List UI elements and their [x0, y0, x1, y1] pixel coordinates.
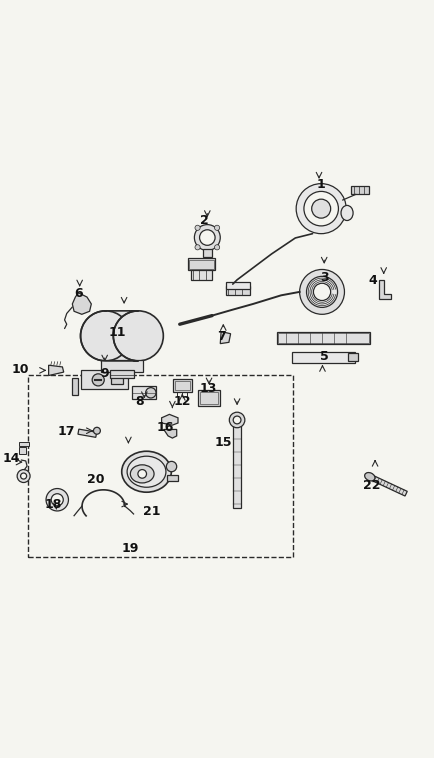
Circle shape — [81, 311, 131, 361]
Circle shape — [17, 469, 30, 483]
Polygon shape — [379, 280, 391, 299]
Circle shape — [195, 225, 200, 230]
Circle shape — [195, 245, 200, 250]
Polygon shape — [164, 430, 177, 438]
Circle shape — [200, 230, 215, 246]
Text: 10: 10 — [11, 363, 29, 376]
Bar — [19, 441, 29, 446]
Bar — [174, 381, 190, 390]
Bar — [189, 259, 214, 269]
Circle shape — [312, 199, 331, 218]
Text: 8: 8 — [135, 395, 144, 408]
Circle shape — [214, 225, 220, 230]
Circle shape — [92, 374, 104, 386]
Bar — [101, 359, 143, 371]
Circle shape — [233, 416, 241, 424]
Text: 12: 12 — [174, 395, 191, 408]
Text: 2: 2 — [201, 214, 209, 227]
Bar — [105, 311, 138, 361]
Polygon shape — [220, 331, 230, 343]
Bar — [349, 353, 358, 361]
Text: 5: 5 — [320, 349, 329, 362]
Circle shape — [20, 473, 26, 479]
Circle shape — [51, 493, 63, 506]
Text: 18: 18 — [44, 499, 62, 512]
Circle shape — [229, 412, 245, 428]
Circle shape — [194, 224, 220, 250]
Bar — [292, 352, 355, 362]
Circle shape — [138, 469, 147, 478]
Bar — [78, 429, 97, 437]
Circle shape — [306, 277, 338, 308]
Text: 14: 14 — [3, 453, 20, 465]
Bar — [81, 371, 128, 390]
Bar — [198, 390, 220, 406]
Text: 13: 13 — [200, 382, 217, 395]
Circle shape — [93, 428, 100, 434]
Bar — [110, 369, 134, 378]
Circle shape — [113, 311, 163, 361]
Bar — [201, 392, 218, 404]
Ellipse shape — [122, 451, 171, 492]
Bar — [226, 282, 250, 289]
Polygon shape — [161, 415, 178, 425]
Text: 3: 3 — [320, 271, 329, 284]
Polygon shape — [72, 377, 78, 395]
Text: 16: 16 — [156, 421, 174, 434]
Polygon shape — [370, 475, 407, 496]
Bar — [226, 287, 250, 295]
Circle shape — [214, 245, 220, 250]
Bar — [191, 271, 212, 280]
Bar — [188, 258, 215, 271]
Text: 20: 20 — [87, 472, 105, 486]
Circle shape — [166, 462, 177, 471]
Bar — [352, 186, 368, 194]
Bar — [277, 331, 370, 344]
Bar — [132, 387, 156, 399]
Bar — [173, 379, 192, 392]
Text: 6: 6 — [75, 287, 83, 300]
Text: 21: 21 — [143, 506, 161, 518]
Text: 15: 15 — [214, 437, 232, 449]
Bar — [19, 446, 26, 455]
Bar — [203, 249, 212, 257]
Text: 4: 4 — [368, 274, 377, 287]
Circle shape — [296, 183, 346, 233]
Text: 11: 11 — [109, 326, 126, 339]
Ellipse shape — [130, 465, 154, 483]
Circle shape — [304, 192, 339, 226]
Bar — [233, 422, 241, 509]
Text: 9: 9 — [100, 368, 109, 381]
Text: 17: 17 — [57, 425, 75, 438]
Circle shape — [146, 387, 156, 398]
Circle shape — [313, 283, 331, 300]
Text: 22: 22 — [363, 480, 381, 493]
Text: 1: 1 — [317, 177, 326, 190]
Bar — [111, 375, 123, 384]
Text: 19: 19 — [122, 541, 139, 555]
Bar — [167, 475, 178, 481]
Polygon shape — [72, 293, 91, 315]
Bar — [279, 334, 368, 343]
Circle shape — [46, 489, 69, 511]
Circle shape — [299, 269, 345, 315]
Text: 7: 7 — [217, 330, 227, 343]
Ellipse shape — [341, 205, 353, 221]
Ellipse shape — [365, 472, 375, 481]
Bar — [28, 374, 293, 556]
Polygon shape — [49, 365, 64, 375]
Ellipse shape — [127, 456, 166, 487]
